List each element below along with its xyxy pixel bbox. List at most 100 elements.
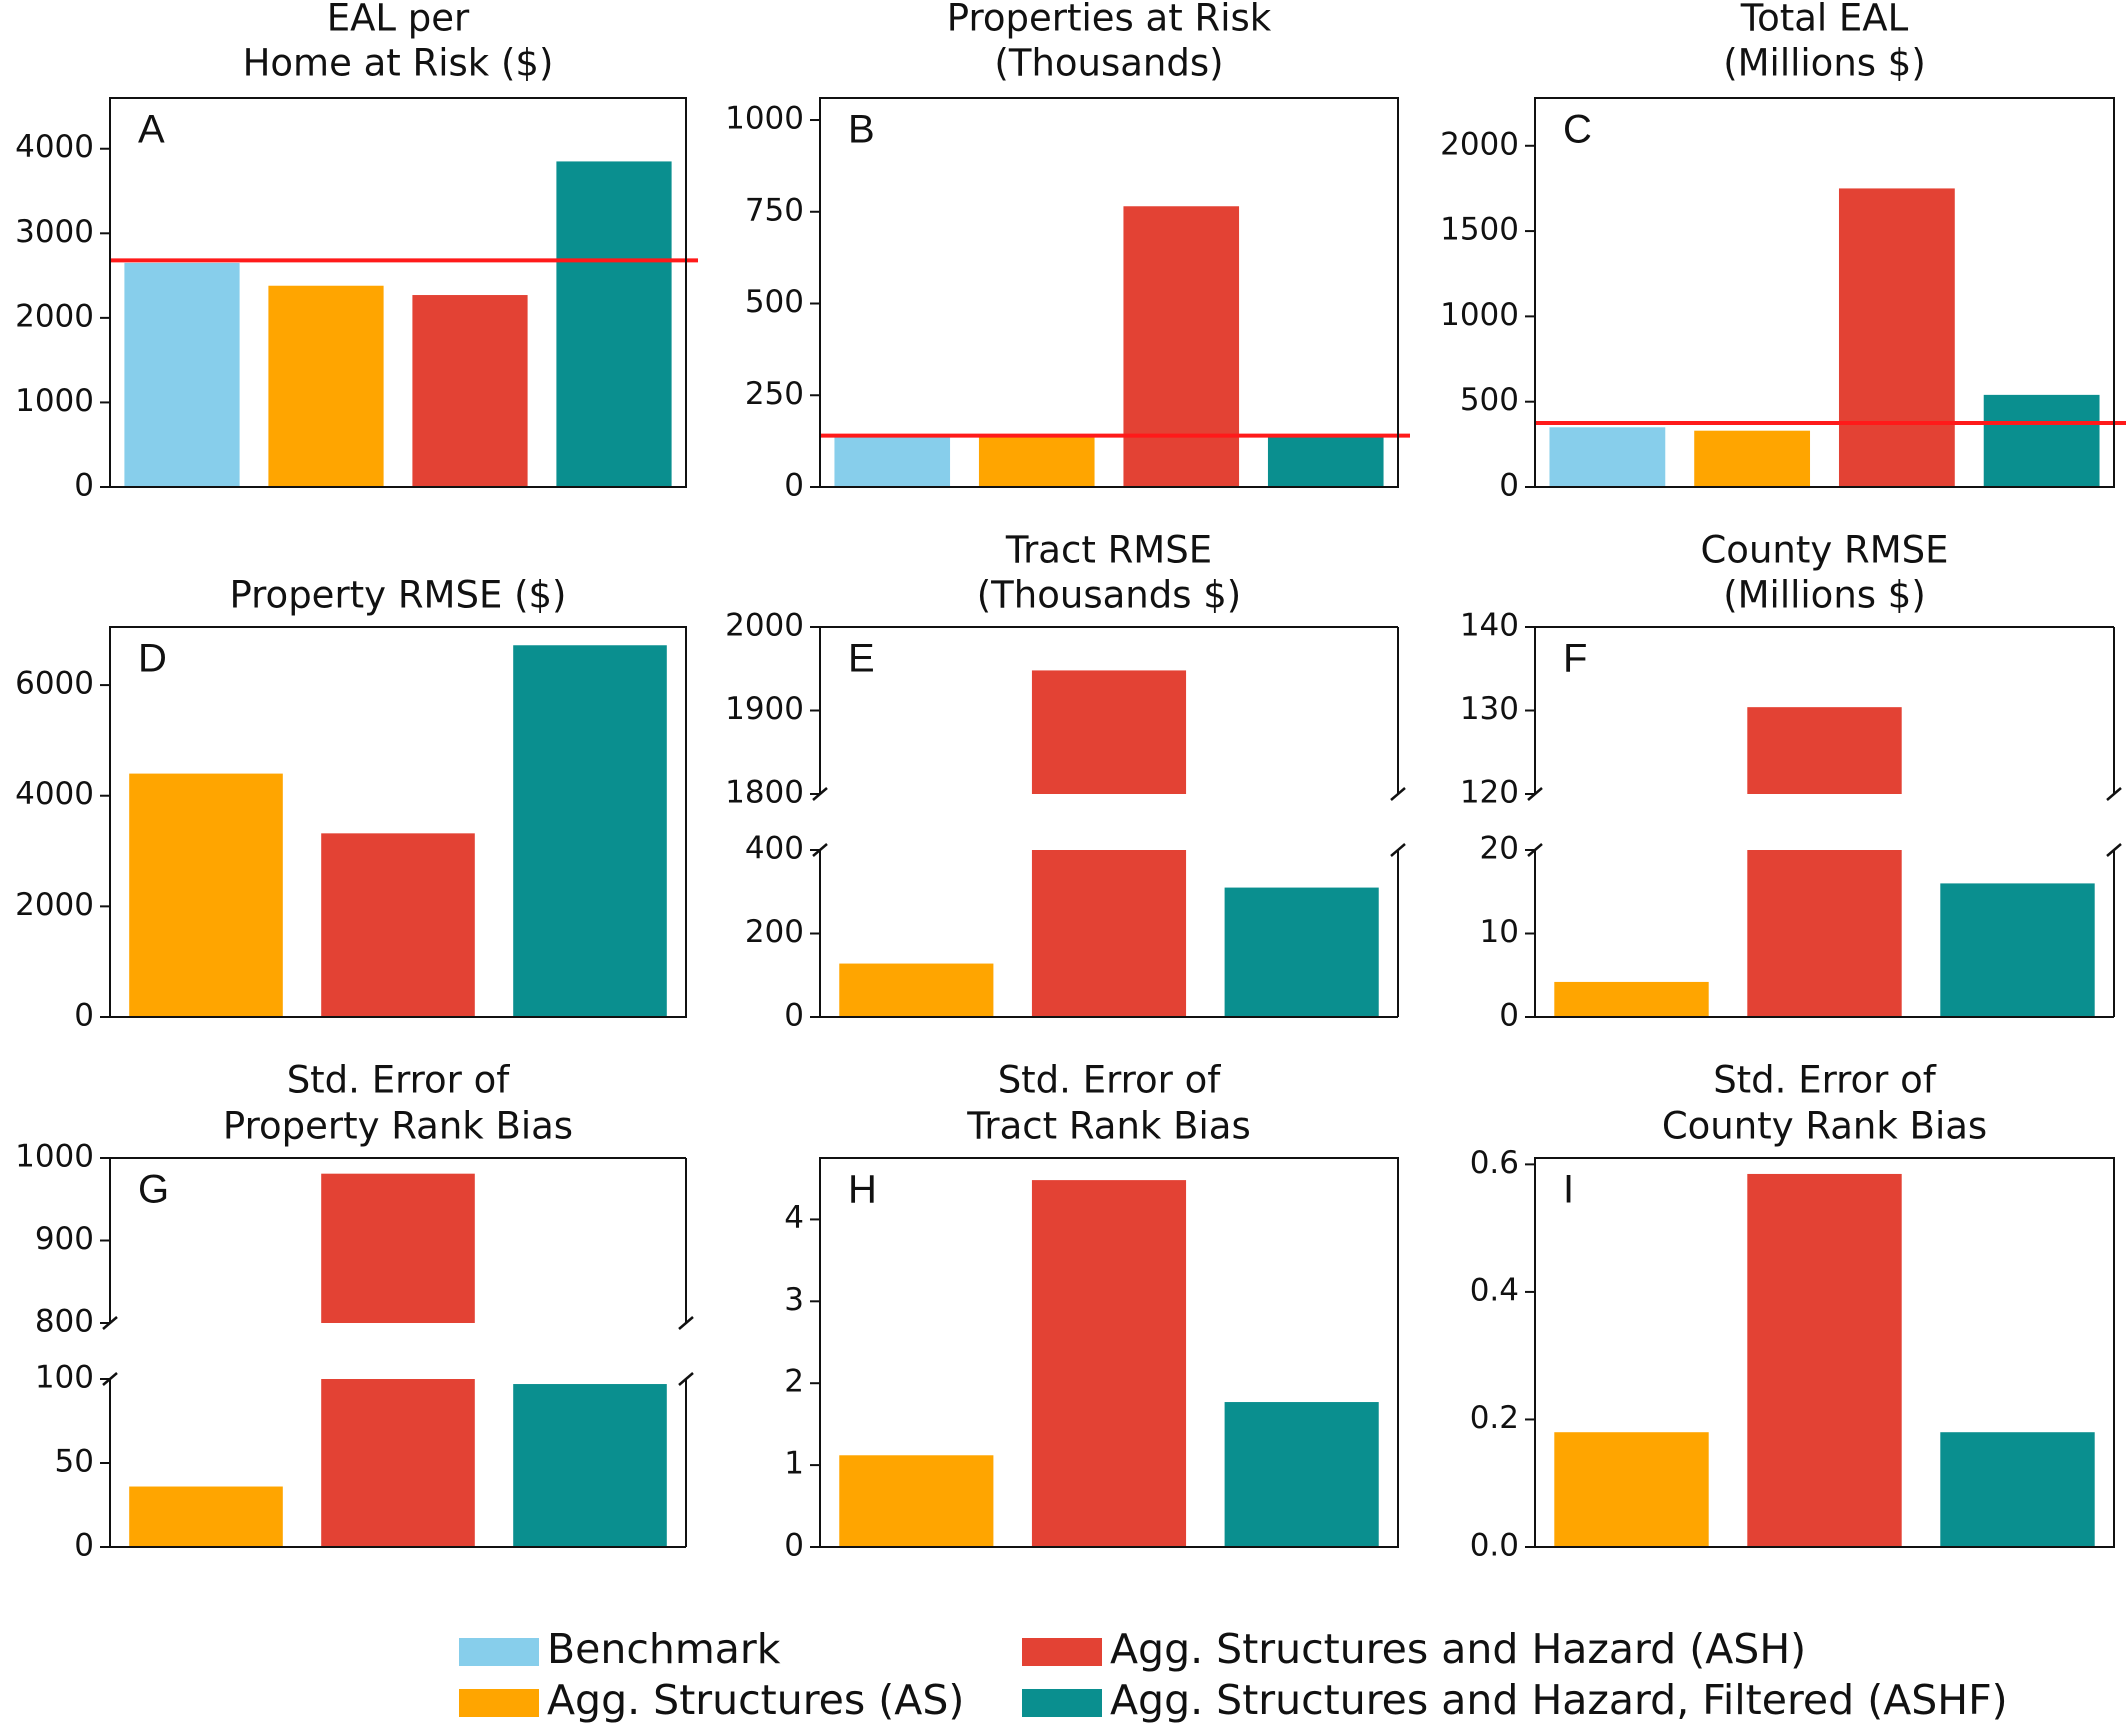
panel-title-line: Tract Rank Bias (966, 1105, 1250, 1148)
y-tick-label: 250 (745, 376, 804, 412)
legend-label-benchmark: Benchmark (547, 1625, 781, 1673)
panel-title-line: (Millions $) (1723, 42, 1926, 85)
bar-as (129, 773, 283, 1017)
y-tick-label: 4000 (15, 129, 94, 165)
y-tick-label: 0 (1499, 998, 1519, 1034)
y-tick-label: 100 (35, 1360, 94, 1396)
panel-letter: I (1563, 1168, 1574, 1212)
bar-ash-lower (1031, 850, 1187, 1017)
bar-ash (321, 833, 475, 1017)
panel-title-line: County Rank Bias (1662, 1105, 1987, 1148)
bar-ashf (513, 1384, 667, 1547)
panel-e: Tract RMSE(Thousands $) 1800 1900 2000 0 200 4… (725, 529, 1406, 1034)
y-tick-label: 140 (1460, 608, 1519, 644)
panel-title-line: (Thousands $) (977, 574, 1241, 617)
panel-letter: C (1563, 108, 1592, 152)
y-tick-label: 750 (745, 192, 804, 228)
bar-ash-upper (1031, 670, 1187, 794)
y-tick-label: 0 (74, 998, 94, 1034)
bar-benchmark (834, 437, 951, 487)
panel-title-line: (Millions $) (1723, 574, 1926, 617)
panel-letter: D (138, 637, 167, 681)
y-tick-label: 2 (784, 1364, 804, 1400)
bar-ashf (1267, 437, 1384, 487)
bar-as (839, 1455, 994, 1547)
bar-as (268, 285, 384, 487)
panel-letter: B (848, 108, 875, 152)
panel-title-line: (Thousands) (994, 42, 1223, 85)
plot-frame (819, 1157, 1399, 1548)
axis-break-mark (2106, 787, 2122, 801)
axis-break-mark (678, 1372, 694, 1386)
bar-ashf (1940, 1432, 2095, 1547)
bar-ashf (1983, 394, 2100, 487)
y-tick-label: 1000 (15, 383, 94, 419)
y-tick-label: 20 (1480, 831, 1519, 867)
legend-swatch-ash (1022, 1638, 1102, 1666)
y-tick-label: 1000 (15, 1139, 94, 1175)
y-tick-label: 400 (745, 831, 804, 867)
panel-letter: G (138, 1168, 169, 1212)
bar-as (1694, 430, 1811, 487)
bar-as (129, 1486, 283, 1547)
panel-title-line: County RMSE (1700, 529, 1948, 572)
y-tick-label: 3 (784, 1282, 804, 1318)
bar-as (978, 437, 1095, 487)
plot-frame (109, 97, 687, 488)
bar-benchmark (124, 262, 240, 487)
bar-ash (1031, 1180, 1187, 1547)
bar-ash-upper (321, 1173, 475, 1323)
y-tick-label: 1500 (1440, 212, 1519, 248)
panel-title-line: Property Rank Bias (223, 1105, 573, 1148)
y-tick-label: 0 (784, 998, 804, 1034)
y-tick-label: 4 (784, 1200, 804, 1236)
panel-letter: H (848, 1168, 877, 1212)
panel-title-line: Home at Risk ($) (243, 42, 554, 85)
panel-c: Total EAL(Millions $) 0 500 1000 1500 2000 C (1440, 0, 2126, 504)
legend-label-as: Agg. Structures (AS) (547, 1676, 964, 1724)
legend-swatch-benchmark (459, 1638, 539, 1666)
y-tick-label: 130 (1460, 691, 1519, 727)
legend-swatch-ashf (1022, 1689, 1102, 1717)
panel-title-line: EAL per (327, 0, 470, 40)
bar-as (1554, 1432, 1709, 1547)
bar-ash (1123, 206, 1240, 487)
panel-b: Properties at Risk(Thousands) 0 250 500 750 1… (725, 0, 1410, 504)
axis-break-mark (1390, 787, 1406, 801)
panel-title-line: Total EAL (1740, 0, 1909, 40)
bar-ashf (513, 645, 667, 1017)
panel-letter: E (848, 637, 875, 681)
plot-frame (1534, 1157, 2115, 1548)
y-tick-label: 4000 (15, 776, 94, 812)
y-tick-label: 50 (55, 1444, 94, 1480)
bar-ash (1838, 188, 1955, 487)
panel-title-line: Tract RMSE (1005, 529, 1212, 572)
y-tick-label: 200 (745, 914, 804, 950)
bar-ash-lower (321, 1379, 475, 1547)
panel-title-line: Std. Error of (1713, 1059, 1937, 1102)
axis-break-mark (2106, 843, 2122, 857)
y-tick-label: 1000 (1440, 297, 1519, 333)
panel-letter: F (1563, 637, 1587, 681)
legend-swatch-as (459, 1689, 539, 1717)
y-tick-label: 500 (745, 284, 804, 320)
bar-ashf (1224, 887, 1379, 1017)
bar-as (839, 963, 994, 1017)
y-tick-label: 10 (1480, 914, 1519, 950)
panel-title-line: Std. Error of (998, 1059, 1222, 1102)
legend-label-ash: Agg. Structures and Hazard (ASH) (1110, 1625, 1806, 1673)
bar-ashf (1224, 1402, 1379, 1547)
y-tick-label: 1900 (725, 691, 804, 727)
panel-letter: A (138, 108, 165, 152)
panel-title-line: Property RMSE ($) (230, 574, 567, 617)
y-tick-label: 500 (1460, 382, 1519, 418)
bar-as (1554, 981, 1709, 1017)
y-tick-label: 900 (35, 1221, 94, 1257)
plot-frame (819, 97, 1399, 488)
y-tick-label: 0 (1499, 468, 1519, 504)
y-tick-label: 0 (784, 468, 804, 504)
panel-d: Property RMSE ($) 0 2000 4000 6000 D (15, 574, 687, 1034)
y-tick-label: 0.2 (1470, 1400, 1519, 1436)
